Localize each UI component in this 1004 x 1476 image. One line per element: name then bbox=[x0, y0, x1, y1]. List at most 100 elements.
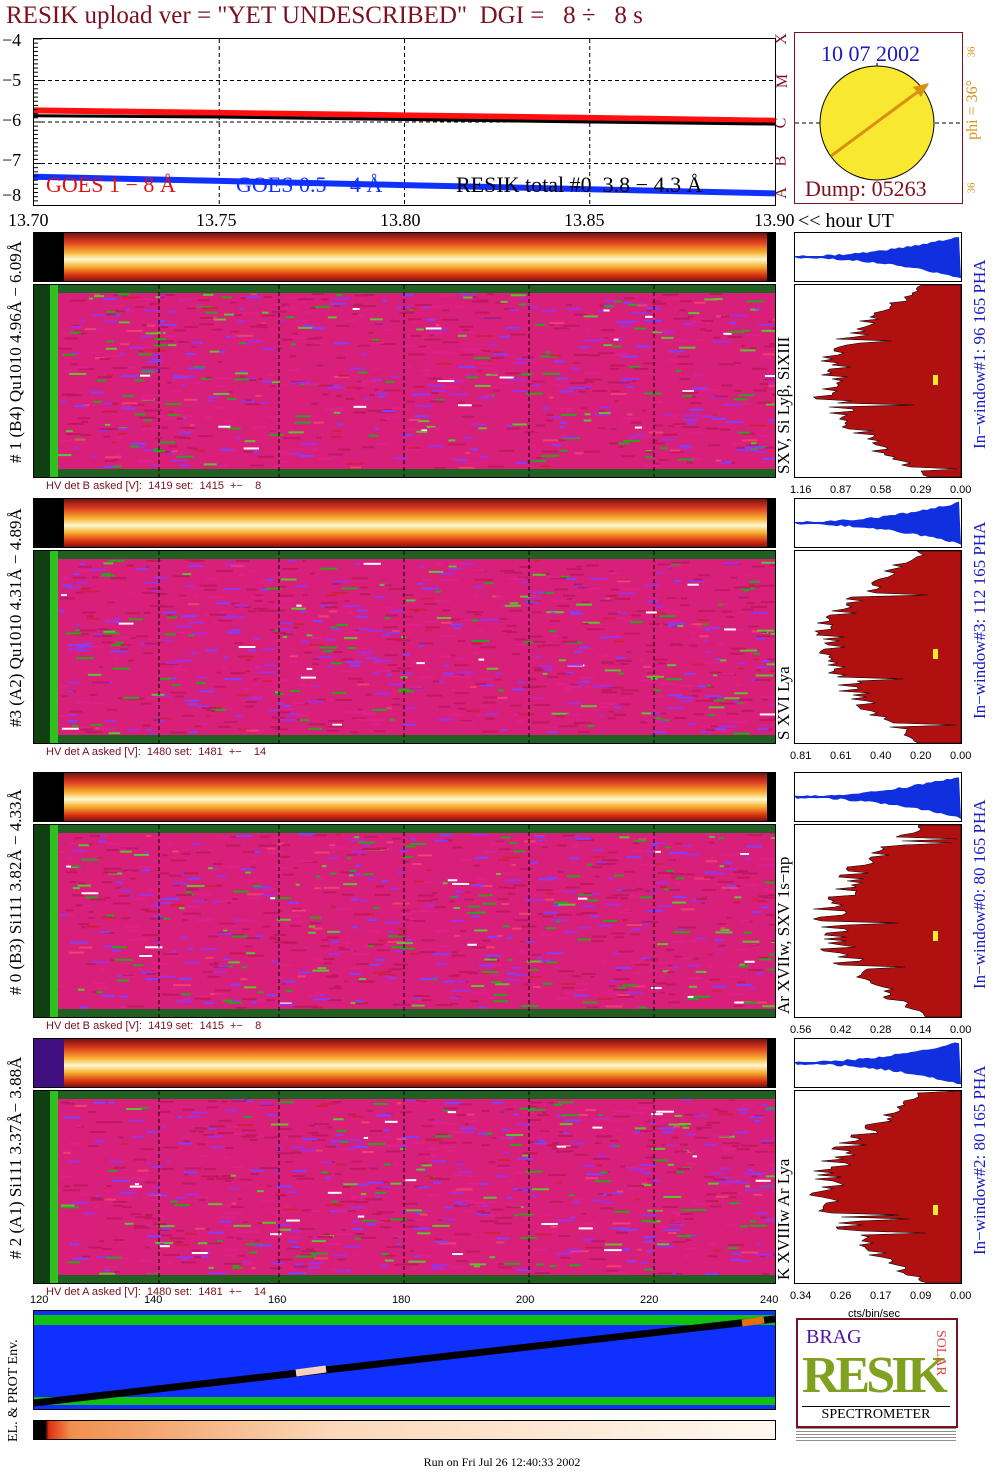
spectrum-pixel bbox=[407, 623, 422, 626]
spectrum-pixel bbox=[651, 712, 661, 715]
spectrum-pixel bbox=[130, 877, 136, 880]
series-point bbox=[403, 118, 406, 122]
spectrum-pixel bbox=[113, 465, 122, 468]
spectrum-pixel bbox=[631, 380, 637, 383]
spectrum-pixel bbox=[391, 946, 406, 949]
spectrum-pixel bbox=[390, 1218, 407, 1221]
spectrum-pixel bbox=[199, 316, 214, 319]
spectrum-pixel bbox=[616, 994, 630, 997]
spectrum-pixel bbox=[533, 668, 546, 671]
spectrum-pixel bbox=[327, 930, 340, 933]
spectrum-pixel bbox=[645, 451, 655, 454]
spectrum-pixel bbox=[381, 1253, 389, 1256]
spectrum-pixel bbox=[239, 341, 245, 344]
spectrum-pixel bbox=[577, 938, 591, 941]
spectrum-pixel bbox=[291, 336, 308, 339]
spectrum-pixel bbox=[617, 380, 628, 383]
spectrum-pixel bbox=[731, 1145, 739, 1148]
spectrum-pixel bbox=[385, 416, 399, 419]
spectrum-pixel bbox=[181, 714, 195, 717]
spectrum-pixel bbox=[103, 402, 113, 405]
spectrum-pixel bbox=[353, 305, 367, 308]
spectrum-pixel bbox=[194, 900, 206, 903]
spectrum-pixel bbox=[61, 695, 68, 698]
spectrum-pixel bbox=[94, 293, 101, 296]
pha-tick-label: 0.56 bbox=[790, 1024, 812, 1036]
spectrum-pixel bbox=[484, 717, 496, 720]
spectrum-pixel bbox=[507, 892, 516, 895]
spectrum-pixel bbox=[344, 1245, 362, 1248]
spectrum-pixel bbox=[460, 619, 472, 622]
spectrum-pixel bbox=[396, 667, 412, 670]
spectrum-pixel bbox=[457, 640, 467, 643]
spectrum-pixel bbox=[173, 1243, 190, 1246]
spectrum-pixel bbox=[717, 1110, 728, 1113]
spectrum-pixel bbox=[765, 1107, 775, 1110]
bin-tick-label: 180 bbox=[392, 1294, 411, 1306]
spectrum-pixel bbox=[118, 622, 134, 625]
spectrum-pixel bbox=[552, 634, 558, 637]
spectrum-pixel bbox=[435, 1238, 443, 1241]
spectrum-pixel bbox=[293, 867, 299, 870]
spectrum-pixel bbox=[454, 664, 469, 667]
spectrum-pixel bbox=[431, 392, 439, 395]
spectrum-pixel bbox=[384, 1259, 394, 1262]
spectrum-pixel bbox=[591, 1199, 602, 1202]
spectrum-pixel bbox=[350, 1195, 367, 1198]
spectrum-pixel bbox=[533, 1142, 548, 1145]
spectrum-pixel bbox=[90, 693, 97, 696]
spectrum-pixel bbox=[352, 1115, 364, 1118]
spectrum-pixel bbox=[255, 1134, 265, 1137]
spectrum-pixel bbox=[476, 911, 487, 914]
spectrum-pixel bbox=[195, 1227, 206, 1230]
spectrum-pixel bbox=[324, 638, 335, 641]
spectrum-pixel bbox=[358, 371, 368, 374]
spectrum-pixel bbox=[345, 462, 364, 465]
spectrum-pixel bbox=[525, 430, 540, 433]
spectrum-pixel bbox=[466, 1250, 481, 1253]
spectrum-pixel bbox=[387, 664, 398, 667]
spectrum-pixel bbox=[551, 919, 568, 922]
spectrum-pixel bbox=[179, 431, 192, 434]
spectrum-pixel bbox=[267, 304, 282, 307]
spectrum-pixel bbox=[645, 309, 652, 312]
spectrum-pixel bbox=[483, 317, 497, 320]
spectrum-pixel bbox=[564, 685, 580, 688]
spectrum-pixel bbox=[88, 568, 106, 571]
spectrum-pixel bbox=[68, 710, 83, 713]
spectrum-pixel bbox=[453, 1204, 470, 1207]
spectrum-pixel bbox=[314, 851, 330, 854]
spectrum-pixel bbox=[669, 888, 681, 891]
spectrum-pixel bbox=[142, 724, 151, 727]
spectrum-pixel bbox=[396, 1138, 407, 1141]
spectrum-pixel bbox=[244, 440, 256, 443]
spectrum-pixel bbox=[611, 353, 628, 356]
spectrum-pixel bbox=[615, 1127, 621, 1130]
spectrum-pixel bbox=[111, 441, 117, 444]
spectrum-pixel bbox=[277, 842, 284, 845]
spectrum-pixel bbox=[691, 694, 699, 697]
spectrum-pixel bbox=[605, 1005, 623, 1008]
spectrum-pixel bbox=[721, 1149, 730, 1152]
spectrum-pixel bbox=[61, 594, 67, 597]
logo-top-text: BRAG bbox=[806, 1326, 862, 1348]
spectrum-pixel bbox=[608, 989, 613, 992]
spectrum-pixel bbox=[313, 1124, 318, 1127]
spectrum-pixel bbox=[79, 562, 86, 565]
spectrum-pixel bbox=[735, 885, 743, 888]
spectrum-pixel bbox=[438, 572, 454, 575]
spectrum-pixel bbox=[106, 340, 114, 343]
spectrum-pixel bbox=[545, 351, 551, 354]
series-point bbox=[403, 183, 406, 187]
spectrum-pixel bbox=[348, 1147, 356, 1150]
spectrum-pixel bbox=[153, 448, 161, 451]
spectrum-pixel bbox=[578, 586, 594, 589]
spectrum-pixel bbox=[250, 293, 257, 296]
spectrum-pixel bbox=[499, 376, 514, 379]
spectrum-pixel bbox=[607, 992, 620, 995]
spectrum-pixel bbox=[221, 1175, 231, 1178]
spectrum-pixel bbox=[144, 1181, 156, 1184]
spectrum-pixel bbox=[227, 865, 239, 868]
spectrum-pixel bbox=[93, 400, 102, 403]
spectrum-pixel bbox=[115, 1255, 125, 1258]
